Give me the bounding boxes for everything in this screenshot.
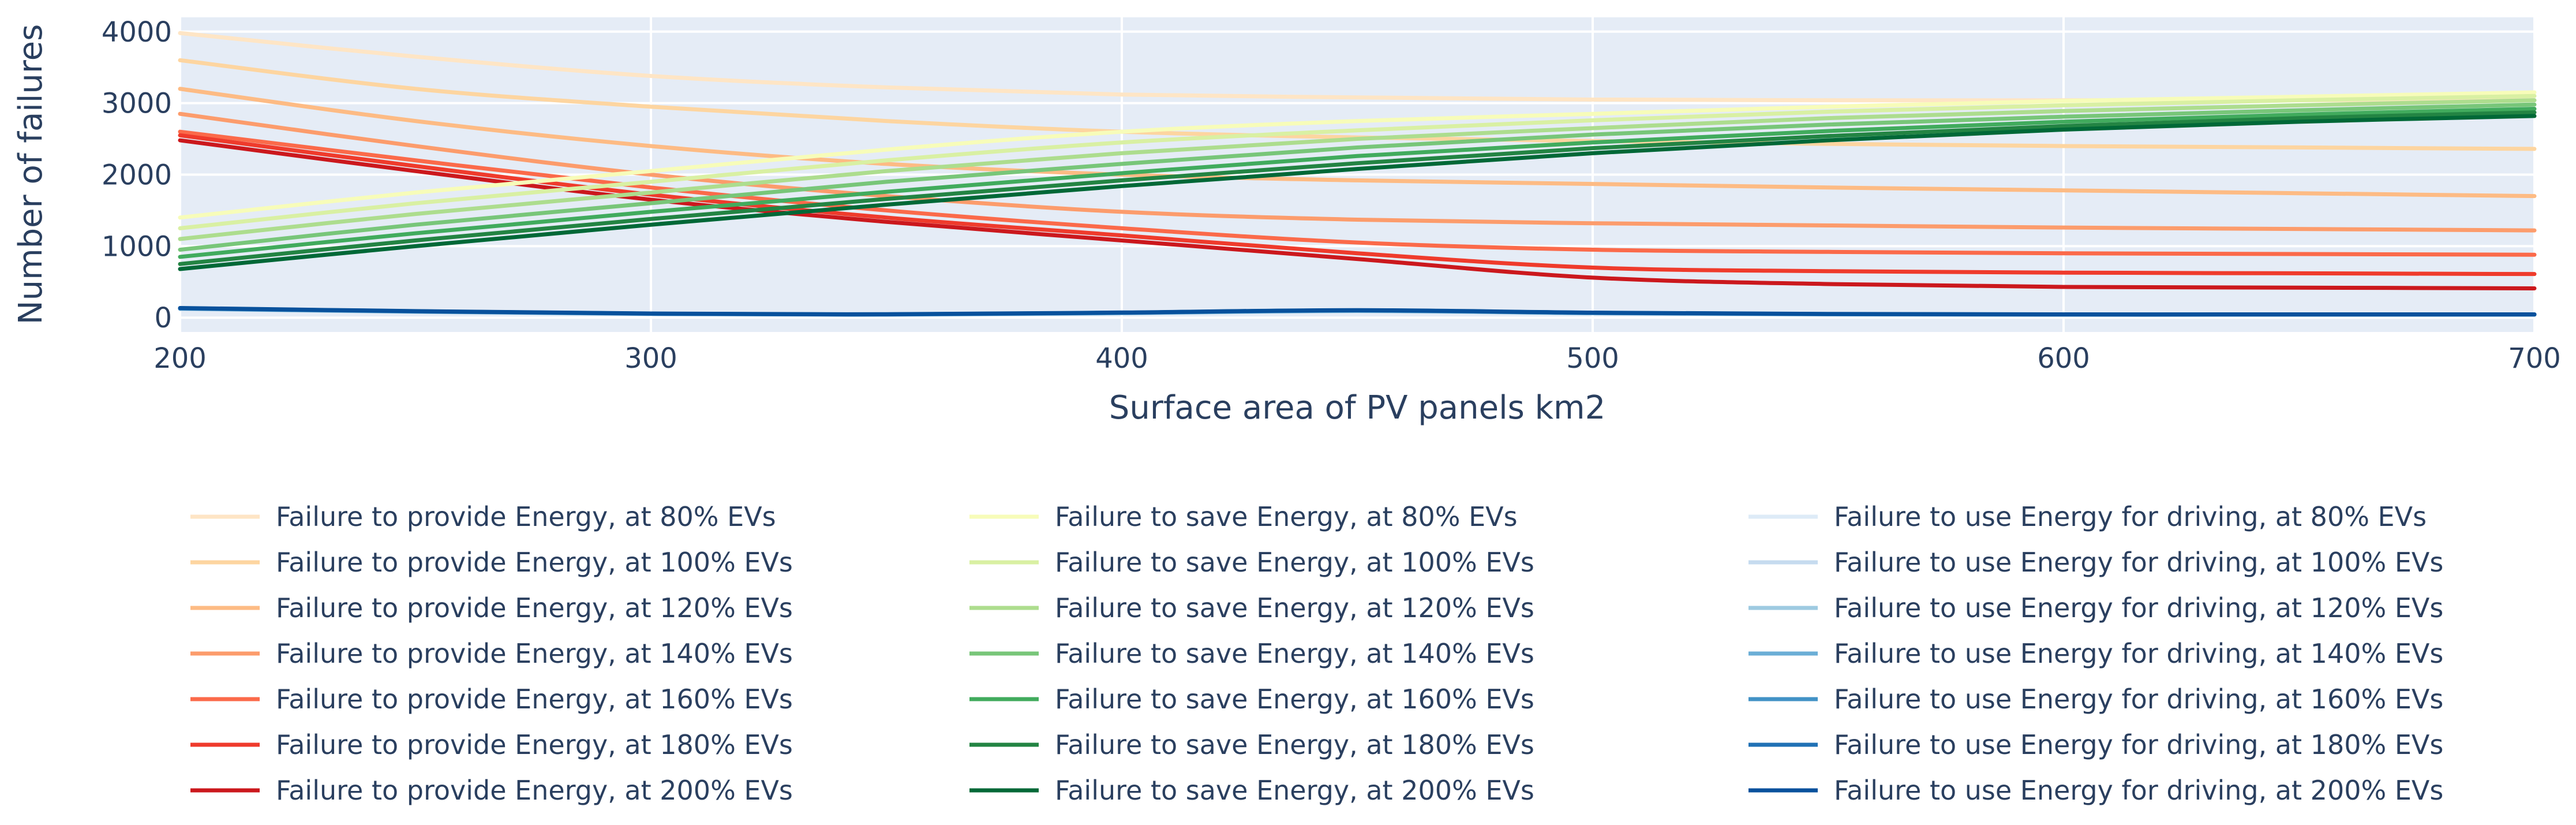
legend-item[interactable]: Failure to use Energy for driving, at 14… [1748, 638, 2443, 669]
legend-item[interactable]: Failure to save Energy, at 100% EVs [969, 547, 1534, 578]
legend-label: Failure to save Energy, at 160% EVs [1055, 684, 1534, 715]
legend-label: Failure to save Energy, at 100% EVs [1055, 547, 1534, 578]
legend-label: Failure to use Energy for driving, at 18… [1834, 729, 2443, 760]
legend-label: Failure to use Energy for driving, at 14… [1834, 638, 2443, 669]
series-line [178, 102, 2537, 252]
legend-item[interactable]: Failure to use Energy for driving, at 18… [1748, 729, 2443, 760]
legend-item[interactable]: Failure to provide Energy, at 120% EVs [190, 592, 793, 624]
legend-item[interactable]: Failure to provide Energy, at 180% EVs [190, 729, 793, 760]
series-line [178, 133, 2537, 277]
y-tick-label: 4000 [102, 16, 172, 48]
series-lines [178, 31, 2537, 317]
legend-label: Failure to provide Energy, at 140% EVs [276, 638, 793, 669]
legend-item[interactable]: Failure to use Energy for driving, at 20… [1748, 775, 2443, 806]
x-tick-label: 600 [2037, 342, 2090, 375]
x-axis-title: Surface area of PV panels km2 [1109, 389, 1605, 427]
legend-item[interactable]: Failure to save Energy, at 80% EVs [969, 501, 1518, 532]
legend-item[interactable]: Failure to save Energy, at 160% EVs [969, 684, 1534, 715]
legend-label: Failure to save Energy, at 140% EVs [1055, 638, 1534, 669]
legend-label: Failure to save Energy, at 200% EVs [1055, 775, 1534, 806]
legend-item[interactable]: Failure to provide Energy, at 100% EVs [190, 547, 793, 578]
legend-item[interactable]: Failure to provide Energy, at 200% EVs [190, 775, 793, 806]
series-line [178, 110, 2537, 266]
legend-label: Failure to provide Energy, at 180% EVs [276, 729, 793, 760]
legend-label: Failure to use Energy for driving, at 10… [1834, 547, 2443, 578]
series-line [178, 138, 2537, 290]
series-line [178, 114, 2537, 271]
legend-item[interactable]: Failure to provide Energy, at 140% EVs [190, 638, 793, 669]
legend-label: Failure to save Energy, at 80% EVs [1055, 501, 1518, 532]
x-tick-label: 500 [1566, 342, 1619, 375]
series-line [178, 87, 2537, 199]
legend-item[interactable]: Failure to save Energy, at 140% EVs [969, 638, 1534, 669]
legend-item[interactable]: Failure to use Energy for driving, at 10… [1748, 547, 2443, 578]
y-tick-label: 2000 [102, 159, 172, 192]
x-tick-label: 300 [624, 342, 677, 375]
legend-item[interactable]: Failure to provide Energy, at 80% EVs [190, 501, 776, 532]
axis-ticks: 200 300 400 500 600 700 0 1000 2000 3000 4000 [102, 16, 2561, 375]
legend-label: Failure to use Energy for driving, at 80… [1834, 501, 2427, 532]
y-tick-label: 1000 [102, 230, 172, 263]
legend-item[interactable]: Failure to use Energy for driving, at 16… [1748, 684, 2443, 715]
x-tick-label: 200 [153, 342, 207, 375]
legend-label: Failure to provide Energy, at 80% EVs [276, 501, 776, 532]
legend-label: Failure to provide Energy, at 200% EVs [276, 775, 793, 806]
legend-item[interactable]: Failure to save Energy, at 120% EVs [969, 592, 1534, 624]
legend-item[interactable]: Failure to provide Energy, at 160% EVs [190, 684, 793, 715]
legend-item[interactable]: Failure to use Energy for driving, at 80… [1748, 501, 2427, 532]
legend-label: Failure to save Energy, at 180% EVs [1055, 729, 1534, 760]
y-tick-label: 0 [154, 302, 172, 334]
legend-item[interactable]: Failure to save Energy, at 180% EVs [969, 729, 1534, 760]
x-tick-label: 700 [2508, 342, 2561, 375]
legend-label: Failure to provide Energy, at 160% EVs [276, 684, 793, 715]
series-line [178, 94, 2537, 230]
legend-label: Failure to provide Energy, at 120% EVs [276, 592, 793, 624]
series-line [178, 107, 2537, 259]
series-line [178, 90, 2537, 220]
y-tick-label: 3000 [102, 88, 172, 120]
y-axis-title: Number of failures [12, 24, 50, 325]
legend-label: Failure to use Energy for driving, at 16… [1834, 684, 2443, 715]
legend-item[interactable]: Failure to use Energy for driving, at 12… [1748, 592, 2443, 624]
x-tick-label: 400 [1095, 342, 1148, 375]
legend-label: Failure to use Energy for driving, at 12… [1834, 592, 2443, 624]
legend-label: Failure to use Energy for driving, at 20… [1834, 775, 2443, 806]
legend: Failure to provide Energy, at 80% EVs Fai… [190, 501, 2443, 806]
legend-item[interactable]: Failure to save Energy, at 200% EVs [969, 775, 1534, 806]
series-line [178, 98, 2537, 241]
series-line [178, 111, 2537, 233]
series-line [178, 306, 2537, 317]
legend-label: Failure to provide Energy, at 100% EVs [276, 547, 793, 578]
legend-label: Failure to save Energy, at 120% EVs [1055, 592, 1534, 624]
